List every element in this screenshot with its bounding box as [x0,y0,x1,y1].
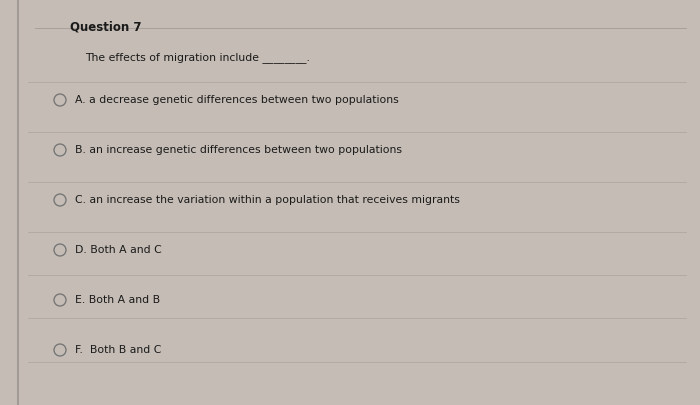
Text: A. a decrease genetic differences between two populations: A. a decrease genetic differences betwee… [75,95,399,105]
Text: The effects of migration include ________.: The effects of migration include _______… [85,52,310,63]
Text: B. an increase genetic differences between two populations: B. an increase genetic differences betwe… [75,145,402,155]
Text: Question 7: Question 7 [70,20,141,33]
Text: C. an increase the variation within a population that receives migrants: C. an increase the variation within a po… [75,195,460,205]
Text: D. Both A and C: D. Both A and C [75,245,162,255]
Text: F.  Both B and C: F. Both B and C [75,345,162,355]
Text: E. Both A and B: E. Both A and B [75,295,160,305]
